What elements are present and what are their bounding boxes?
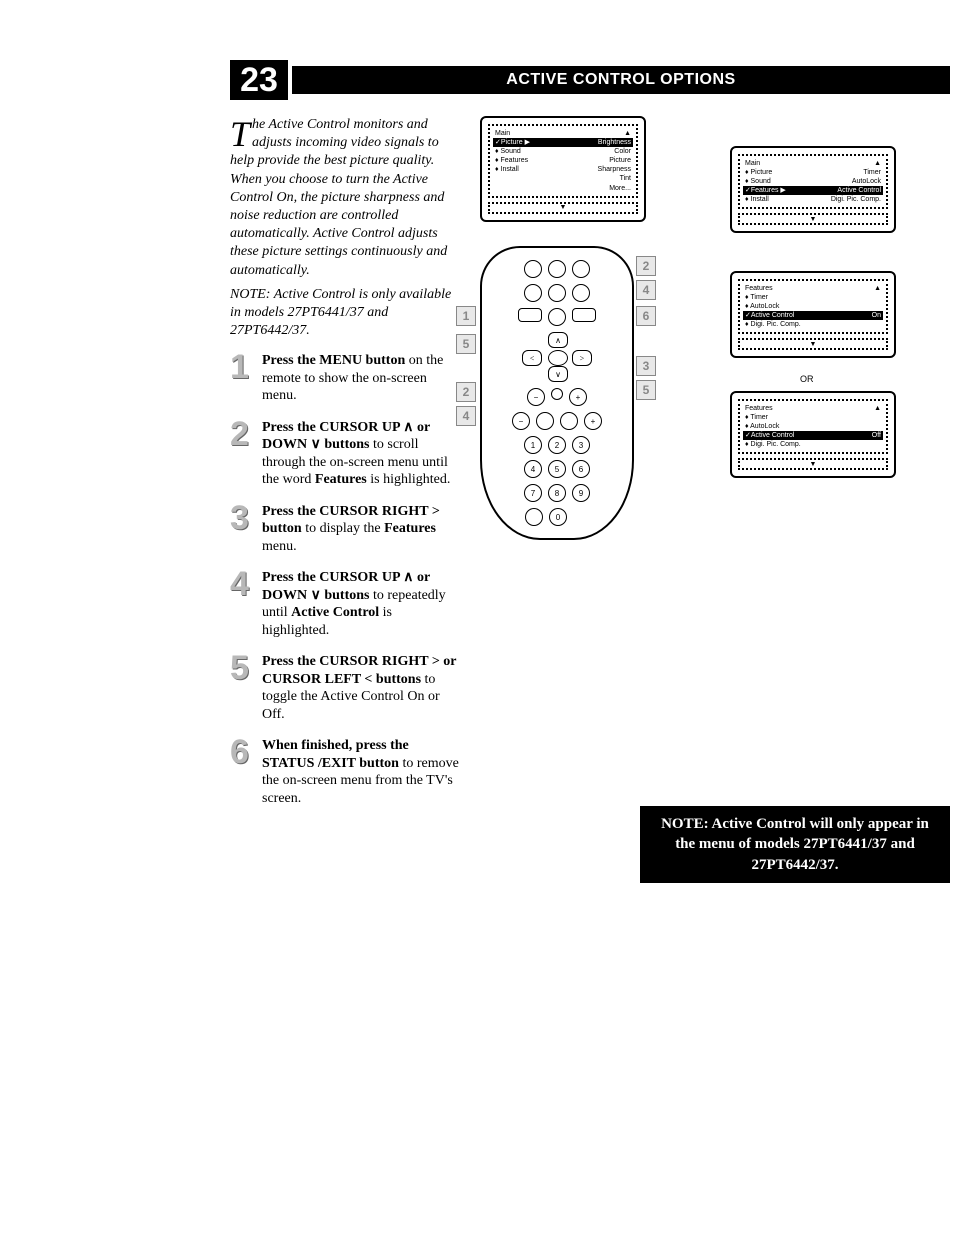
remote-button xyxy=(525,508,543,526)
remote-button: 1 xyxy=(524,436,542,454)
step-text: Press the CURSOR UP ∧ or DOWN ∨ buttons … xyxy=(262,569,460,639)
osd-features-on-inner: Features▲♦ Timer♦ AutoLock✓Active Contro… xyxy=(738,279,888,334)
osd-features-off-inner: Features▲♦ Timer♦ AutoLock✓Active Contro… xyxy=(738,399,888,454)
remote-button: − xyxy=(527,388,545,406)
step-text: Press the CURSOR UP ∧ or DOWN ∨ buttons … xyxy=(262,419,460,489)
remote-button: 4 xyxy=(524,460,542,478)
steps-list: 1 Press the MENU button on the remote to… xyxy=(230,352,460,807)
step-text: Press the CURSOR RIGHT > or CURSOR LEFT … xyxy=(262,653,460,723)
osd-footer: ▼ xyxy=(738,458,888,470)
remote-button xyxy=(536,412,554,430)
osd-features-on: Features▲♦ Timer♦ AutoLock✓Active Contro… xyxy=(730,271,896,358)
remote-button xyxy=(572,308,596,322)
remote-button: + xyxy=(584,412,602,430)
section-title: ACTIVE CONTROL OPTIONS xyxy=(292,66,950,94)
step: 2 Press the CURSOR UP ∧ or DOWN ∨ button… xyxy=(230,419,460,489)
remote-button xyxy=(573,508,589,524)
intro-paragraph: T he Active Control monitors and adjusts… xyxy=(230,116,460,280)
remote-button: 8 xyxy=(548,484,566,502)
osd-main-picture: Main▲✓Picture ▶Brightness♦ SoundColor♦ F… xyxy=(480,116,646,222)
osd-main-picture-inner: Main▲✓Picture ▶Brightness♦ SoundColor♦ F… xyxy=(488,124,638,198)
figure-area: Main▲✓Picture ▶Brightness♦ SoundColor♦ F… xyxy=(480,116,920,546)
remote-down: ∨ xyxy=(548,366,568,382)
title-text: ACTIVE CONTROL OPTIONS xyxy=(506,71,735,89)
step-text: Press the CURSOR RIGHT > button to displ… xyxy=(262,503,460,556)
remote-button xyxy=(572,260,590,278)
remote-button: 2 xyxy=(548,436,566,454)
remote-button: − xyxy=(512,412,530,430)
callout-6: 6 xyxy=(636,306,656,326)
remote-dpad: ∧ ∨ < > xyxy=(522,332,592,382)
callout-4: 4 xyxy=(456,406,476,426)
callout-4b: 4 xyxy=(636,280,656,300)
remote-button: 6 xyxy=(572,460,590,478)
remote-button xyxy=(548,308,566,326)
header: 23 ACTIVE CONTROL OPTIONS xyxy=(230,60,950,100)
remote-button: 5 xyxy=(548,460,566,478)
remote-button: + xyxy=(569,388,587,406)
step-text: Press the MENU button on the remote to s… xyxy=(262,352,460,405)
remote-control: ∧ ∨ < > − + − + xyxy=(480,246,634,540)
remote-button xyxy=(548,260,566,278)
dropcap: T xyxy=(230,120,250,149)
step: 1 Press the MENU button on the remote to… xyxy=(230,352,460,405)
figure-column: Main▲✓Picture ▶Brightness♦ SoundColor♦ F… xyxy=(480,116,950,883)
osd-footer: ▼ xyxy=(488,202,638,214)
remote-button: 3 xyxy=(572,436,590,454)
callout-5b: 5 xyxy=(636,380,656,400)
remote-left: < xyxy=(522,350,542,366)
osd-features-off: Features▲♦ Timer♦ AutoLock✓Active Contro… xyxy=(730,391,896,478)
callout-5: 5 xyxy=(456,334,476,354)
osd-main-features-inner: Main▲♦ PictureTimer♦ SoundAutoLock✓Featu… xyxy=(738,154,888,209)
remote-ok xyxy=(548,350,568,366)
intro-note: NOTE: Active Control is only available i… xyxy=(230,286,460,341)
step-number: 1 xyxy=(230,352,256,405)
remote-button: 0 xyxy=(549,508,567,526)
manual-page: 23 ACTIVE CONTROL OPTIONS T he Active Co… xyxy=(230,60,950,883)
step-number: 6 xyxy=(230,737,256,807)
remote-button: 7 xyxy=(524,484,542,502)
osd-main-features: Main▲♦ PictureTimer♦ SoundAutoLock✓Featu… xyxy=(730,146,896,233)
step: 6 When finished, press the STATUS /EXIT … xyxy=(230,737,460,807)
remote-button xyxy=(572,284,590,302)
page-number: 23 xyxy=(230,60,288,100)
remote-button: 9 xyxy=(572,484,590,502)
step-text: When finished, press the STATUS /EXIT bu… xyxy=(262,737,460,807)
callout-2: 2 xyxy=(456,382,476,402)
step: 5 Press the CURSOR RIGHT > or CURSOR LEF… xyxy=(230,653,460,723)
remote-up: ∧ xyxy=(548,332,568,348)
step-number: 3 xyxy=(230,503,256,556)
note-box: NOTE: Active Control will only appear in… xyxy=(640,806,950,883)
remote-button xyxy=(548,284,566,302)
step: 3 Press the CURSOR RIGHT > button to dis… xyxy=(230,503,460,556)
step-number: 2 xyxy=(230,419,256,489)
callout-2b: 2 xyxy=(636,256,656,276)
remote-button xyxy=(518,308,542,322)
callout-1: 1 xyxy=(456,306,476,326)
intro-text-1: he Active Control monitors and adjusts i… xyxy=(230,117,439,168)
step: 4 Press the CURSOR UP ∧ or DOWN ∨ button… xyxy=(230,569,460,639)
step-number: 5 xyxy=(230,653,256,723)
osd-footer: ▼ xyxy=(738,213,888,225)
remote-right: > xyxy=(572,350,592,366)
content: T he Active Control monitors and adjusts… xyxy=(230,116,950,883)
callout-3: 3 xyxy=(636,356,656,376)
intro-text-2: When you choose to turn the Active Contr… xyxy=(230,172,447,278)
remote-button xyxy=(524,284,542,302)
remote-button xyxy=(560,412,578,430)
osd-footer: ▼ xyxy=(738,338,888,350)
or-label: OR xyxy=(800,374,814,384)
step-number: 4 xyxy=(230,569,256,639)
remote-button xyxy=(551,388,563,400)
remote-button xyxy=(524,260,542,278)
text-column: T he Active Control monitors and adjusts… xyxy=(230,116,460,883)
